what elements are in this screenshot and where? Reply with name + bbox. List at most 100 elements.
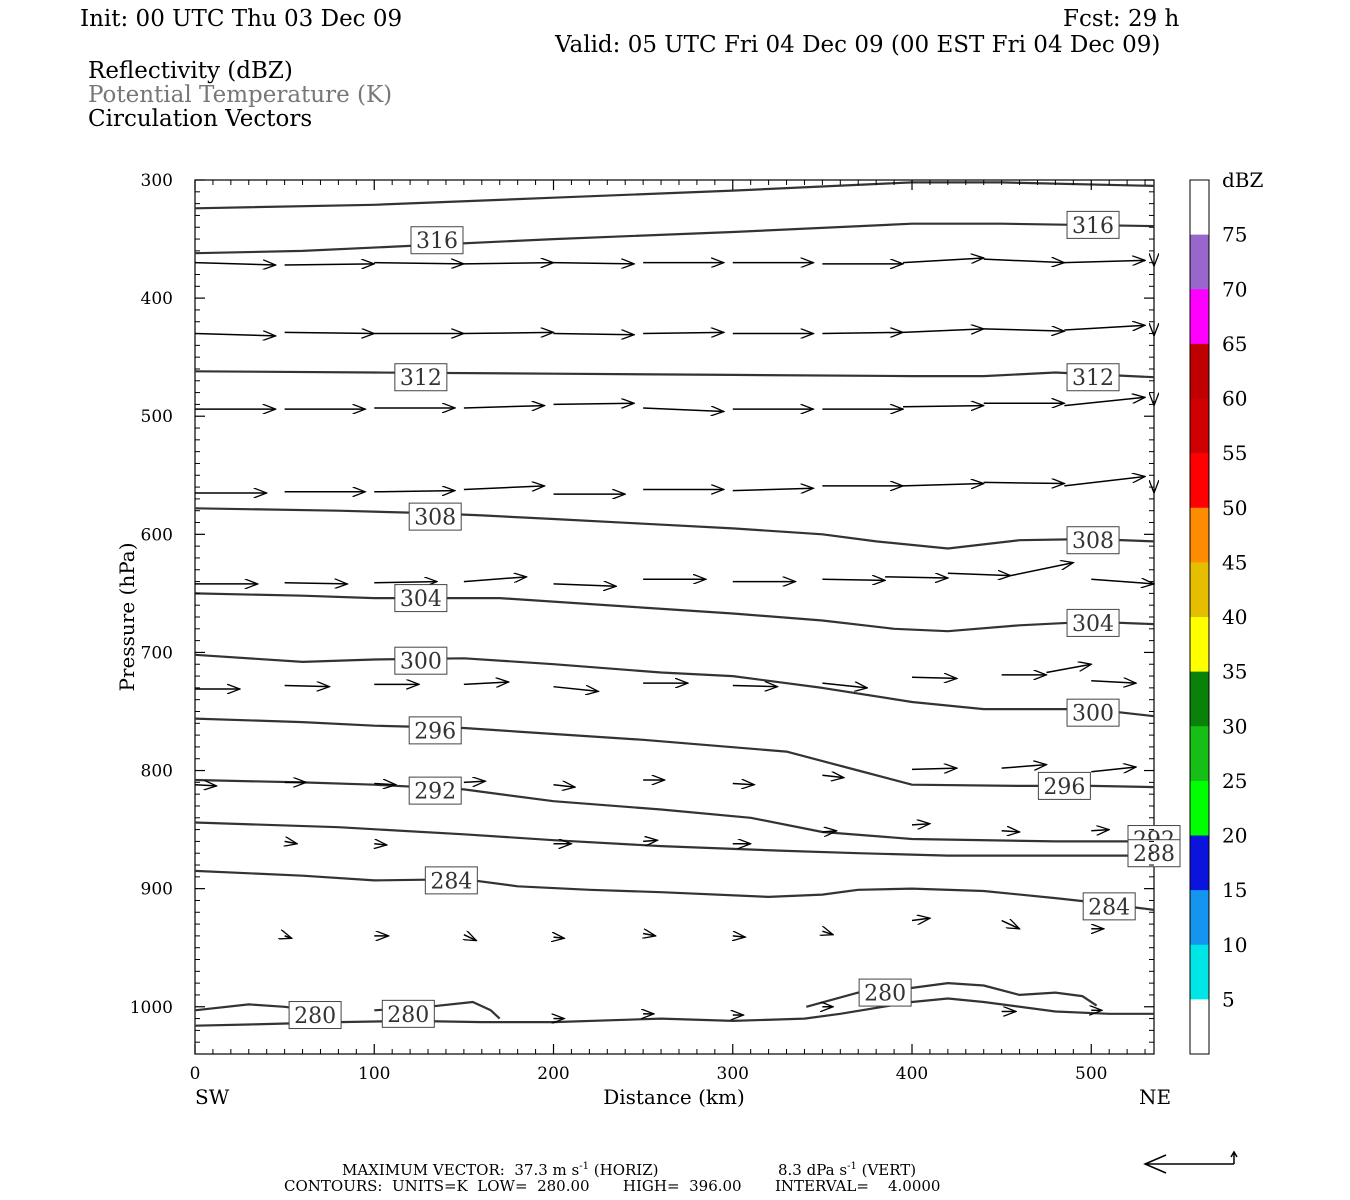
contour-label-300: 300	[400, 650, 442, 675]
contour-label-280: 280	[294, 1004, 336, 1029]
vector-arrow-810-9	[1001, 765, 1047, 769]
colorbar-label-70: 70	[1222, 277, 1247, 301]
colorbar-band	[1190, 343, 1209, 399]
axis-tick-layer: 300 400 500 600 700 800 900 1000 0 100 200 300 400 50…	[130, 171, 1154, 1084]
reference-vector-icon	[1143, 1150, 1238, 1174]
vector-arrow-494-8	[903, 406, 984, 407]
vector-arrow-810-7	[822, 775, 844, 777]
y-tick-label: 400	[141, 289, 173, 309]
vector-arrow-940-2	[464, 935, 477, 941]
vector-arrow-642-10	[1010, 563, 1074, 577]
colorbar-label-60: 60	[1222, 387, 1247, 411]
colorbar-band	[1190, 944, 1209, 1000]
contour-label-316: 316	[1072, 214, 1114, 239]
contour-label-296: 296	[1043, 775, 1085, 800]
contour-label-box	[394, 363, 448, 392]
contour-label-280: 280	[387, 1003, 429, 1028]
theta-contour-unlabeled-10	[194, 997, 1154, 1027]
contour-label-box	[1037, 771, 1091, 800]
vector-arrow-565-2	[374, 491, 455, 492]
colorbar-band	[1190, 453, 1209, 509]
contour-label-box	[288, 1001, 342, 1030]
vector-arrow-730-6	[732, 686, 778, 687]
vector-arrow-370-2	[374, 263, 464, 264]
vector-arrow-810-10	[1091, 767, 1136, 772]
theta-contour-296-6	[194, 717, 1155, 789]
theta-contour-304-4	[194, 592, 1155, 633]
contour-label-box	[1066, 526, 1120, 555]
max-vector-label: MAXIMUM VECTOR:	[342, 1161, 505, 1179]
colorbar-band	[1190, 562, 1209, 618]
contour-label-box	[1066, 698, 1120, 727]
contour-label-box	[394, 646, 448, 675]
x-axis-label: Distance (km)	[603, 1085, 745, 1109]
colorbar-label-20: 20	[1222, 824, 1247, 848]
vector-arrow-940-8	[1001, 921, 1020, 929]
vector-arrow-730-1	[284, 686, 330, 687]
vert-vector-tag: (VERT)	[861, 1161, 917, 1179]
vert-vector-exp: -1	[847, 1161, 857, 1172]
colorbar-label-25: 25	[1222, 769, 1247, 793]
vector-arrow-810-0	[194, 785, 217, 786]
contour-label-box	[408, 776, 462, 805]
colorbar-label-5: 5	[1222, 987, 1235, 1011]
vector-arrow-370-9	[983, 259, 1065, 263]
vector-arrow-565-6	[732, 488, 814, 490]
vertical-vector-line: 8.3 dPa s-1 (VERT)	[778, 1159, 916, 1178]
y-tick-label: 700	[141, 643, 173, 663]
vector-arrow-370-4	[553, 263, 635, 264]
init-time: Init: 00 UTC Thu 03 Dec 09	[80, 6, 403, 32]
horiz-vector-value: 37.3 m s	[514, 1161, 580, 1179]
vector-arrow-940-6	[822, 931, 833, 935]
vector-arrow-642-7	[822, 579, 885, 580]
colorbar-label-40: 40	[1222, 605, 1247, 629]
vector-arrow-810-6	[732, 784, 755, 785]
contour-label-box	[1066, 608, 1120, 637]
vector-arrow-430-3	[463, 332, 554, 333]
vector-arrow-430-7	[822, 332, 903, 333]
vector-arrow-940-4	[643, 934, 656, 936]
contour-label-box	[408, 502, 462, 531]
vector-arrow-642-3	[463, 577, 527, 582]
colorbar-label-55: 55	[1222, 441, 1247, 465]
vector-arrow-565-9	[983, 482, 1065, 483]
colorbar-band	[1190, 999, 1209, 1055]
vector-arrow-940-7	[911, 918, 930, 920]
vector-arrow-430-0	[194, 334, 276, 336]
contour-label-292: 292	[414, 780, 456, 805]
contour-label-304: 304	[1072, 612, 1114, 637]
x-end-label-ne: NE	[1139, 1085, 1171, 1109]
vector-arrow-370-8	[903, 258, 984, 263]
theta-contour-300-5	[194, 653, 1155, 718]
contour-label-box	[381, 999, 435, 1028]
vector-arrow-730-3	[463, 682, 509, 684]
contour-label-box	[1066, 363, 1120, 392]
x-start-label-sw: SW	[195, 1085, 230, 1109]
vector-arrow-810-4	[553, 785, 576, 787]
contour-label-280: 280	[864, 982, 906, 1007]
vector-arrow-730-7	[822, 683, 867, 688]
valid-time: Valid: 05 UTC Fri 04 Dec 09 (00 EST Fri …	[555, 32, 1161, 58]
vector-arrow-642-9	[947, 573, 1011, 575]
colorbar-band	[1190, 234, 1209, 290]
vector-arrow-370-1	[284, 264, 375, 265]
contour-label-box	[394, 584, 448, 613]
colorbar-band	[1190, 617, 1209, 673]
colorbar-label-35: 35	[1222, 660, 1247, 684]
field-circulation-vectors: Circulation Vectors	[88, 106, 313, 132]
vector-arrow-370-3	[463, 263, 554, 264]
y-tick-label: 300	[141, 171, 173, 191]
maximum-vector-line: MAXIMUM VECTOR: 37.3 m s-1 (HORIZ)	[342, 1159, 659, 1178]
y-tick-label: 800	[141, 762, 173, 782]
contour-label-300: 300	[1072, 702, 1114, 727]
vert-vector-value: 8.3 dPa s	[778, 1161, 848, 1179]
vector-arrow-642-11	[1091, 579, 1154, 584]
vector-arrow-430-1	[284, 332, 375, 333]
y-tick-label: 500	[141, 407, 173, 427]
colorbar-band	[1190, 289, 1209, 345]
vector-arrow-730-4	[553, 687, 599, 692]
vector-arrow-430-4	[553, 334, 635, 335]
colorbar-label-50: 50	[1222, 496, 1247, 520]
vector-arrow-810-3	[463, 781, 486, 782]
